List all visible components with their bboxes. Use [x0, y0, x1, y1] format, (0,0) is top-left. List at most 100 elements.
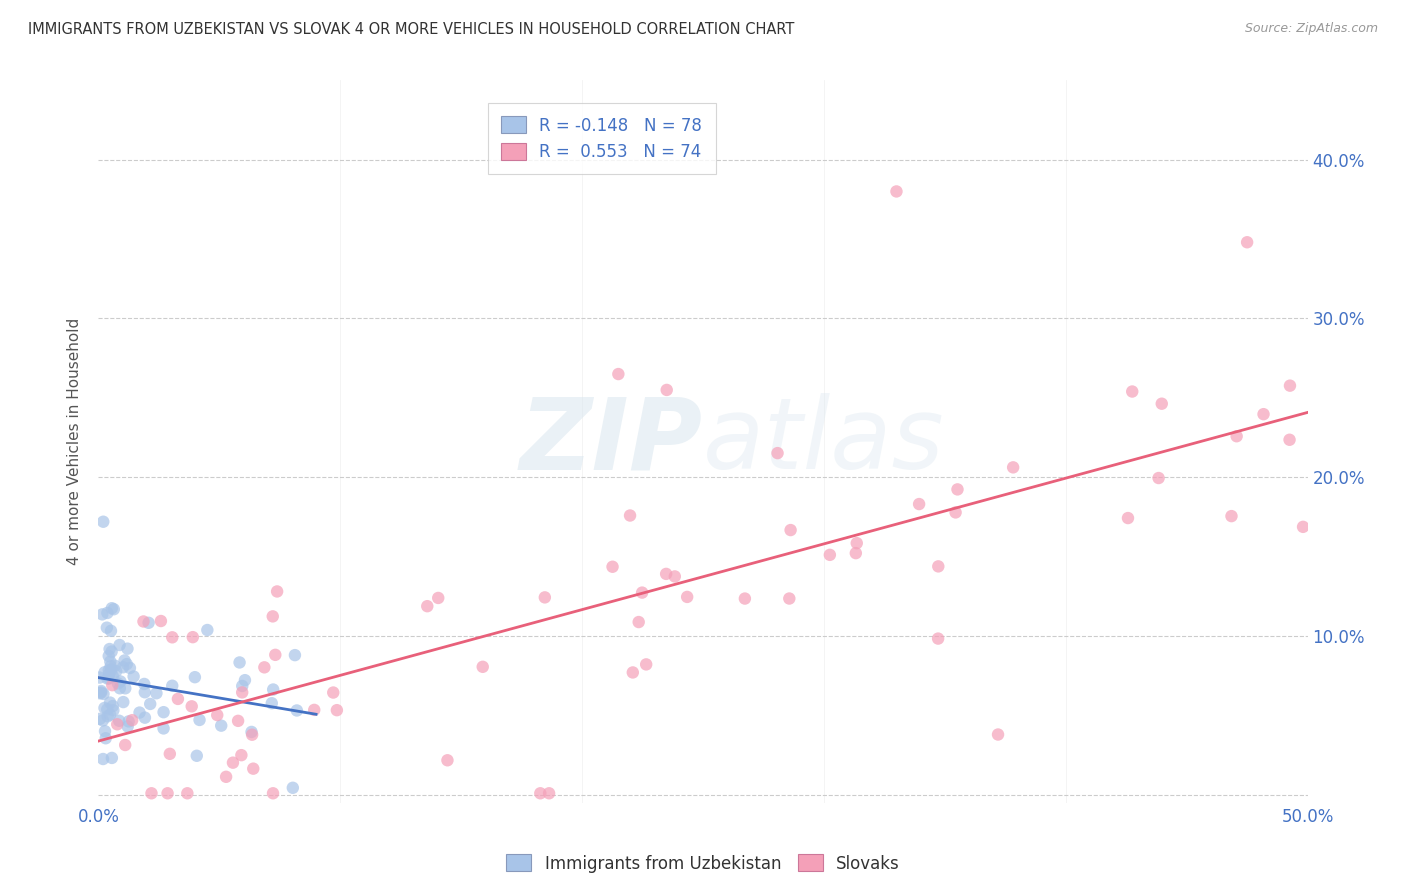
Point	[240, 725, 263, 739]
Legend: R = -0.148   N = 78, R =  0.553   N = 74: R = -0.148 N = 78, R = 0.553 N = 74	[488, 103, 716, 175]
Point	[766, 446, 789, 460]
Point	[1150, 397, 1173, 411]
Point	[886, 185, 908, 199]
Point	[152, 722, 174, 736]
Text: Source: ZipAtlas.com: Source: ZipAtlas.com	[1244, 22, 1378, 36]
Point	[538, 786, 561, 800]
Point	[1236, 235, 1258, 250]
Point	[471, 660, 494, 674]
Point	[101, 699, 124, 714]
Point	[149, 614, 172, 628]
Point	[90, 684, 112, 698]
Point	[101, 751, 124, 765]
Point	[96, 621, 118, 635]
Text: IMMIGRANTS FROM UZBEKISTAN VS SLOVAK 4 OR MORE VEHICLES IN HOUSEHOLD CORRELATION: IMMIGRANTS FROM UZBEKISTAN VS SLOVAK 4 O…	[28, 22, 794, 37]
Point	[98, 666, 121, 681]
Point	[266, 584, 288, 599]
Point	[93, 701, 115, 715]
Point	[1292, 520, 1315, 534]
Point	[98, 707, 121, 722]
Point	[152, 705, 174, 719]
Point	[818, 548, 841, 562]
Point	[91, 752, 114, 766]
Point	[207, 708, 229, 723]
Point	[242, 762, 264, 776]
Point	[98, 655, 121, 669]
Point	[111, 660, 134, 674]
Point	[1147, 471, 1170, 485]
Point	[108, 681, 131, 696]
Point	[162, 630, 184, 644]
Point	[176, 786, 198, 800]
Point	[1253, 407, 1275, 421]
Point	[103, 703, 125, 717]
Point	[326, 703, 349, 717]
Point	[108, 714, 131, 728]
Point	[619, 508, 641, 523]
Point	[262, 682, 284, 697]
Point	[98, 672, 121, 686]
Point	[607, 367, 630, 381]
Point	[134, 677, 156, 691]
Point	[108, 638, 131, 652]
Point	[322, 685, 344, 699]
Point	[655, 566, 678, 581]
Point	[631, 585, 654, 599]
Point	[98, 696, 121, 710]
Point	[231, 679, 253, 693]
Point	[112, 695, 135, 709]
Text: atlas: atlas	[703, 393, 945, 490]
Point	[134, 711, 156, 725]
Point	[167, 692, 190, 706]
Point	[1116, 511, 1139, 525]
Point	[778, 591, 800, 606]
Point	[101, 678, 124, 692]
Point	[188, 713, 211, 727]
Point	[94, 731, 117, 746]
Point	[89, 671, 111, 685]
Point	[97, 648, 120, 663]
Point	[145, 686, 167, 700]
Point	[97, 664, 120, 678]
Point	[139, 697, 162, 711]
Point	[845, 536, 868, 550]
Point	[226, 714, 249, 728]
Point	[945, 505, 967, 519]
Point	[118, 661, 141, 675]
Point	[779, 523, 801, 537]
Point	[260, 696, 283, 710]
Point	[117, 719, 139, 733]
Point	[114, 653, 136, 667]
Point	[209, 719, 232, 733]
Y-axis label: 4 or more Vehicles in Household: 4 or more Vehicles in Household	[67, 318, 83, 566]
Point	[117, 714, 139, 729]
Point	[636, 657, 658, 672]
Point	[97, 709, 120, 723]
Point	[264, 648, 287, 662]
Point	[101, 601, 124, 615]
Point	[93, 687, 115, 701]
Point	[90, 685, 112, 699]
Point	[104, 658, 127, 673]
Point	[91, 515, 114, 529]
Point	[534, 591, 557, 605]
Point	[186, 748, 208, 763]
Point	[122, 669, 145, 683]
Point	[114, 681, 136, 696]
Point	[664, 569, 686, 583]
Point	[1278, 433, 1301, 447]
Point	[908, 497, 931, 511]
Point	[302, 703, 325, 717]
Point	[240, 728, 263, 742]
Point	[627, 615, 650, 629]
Point	[91, 607, 114, 622]
Point	[184, 670, 207, 684]
Point	[927, 632, 949, 646]
Point	[284, 648, 307, 662]
Point	[105, 717, 128, 731]
Point	[1121, 384, 1143, 399]
Point	[105, 664, 128, 678]
Point	[93, 665, 115, 680]
Point	[621, 665, 644, 680]
Point	[100, 624, 122, 638]
